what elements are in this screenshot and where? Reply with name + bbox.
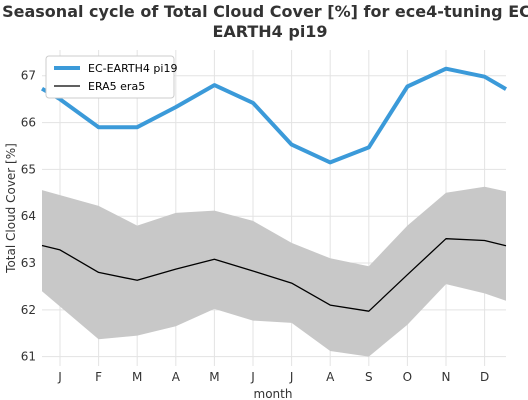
y-tick-label: 66 bbox=[21, 116, 36, 130]
legend: EC-EARTH4 pi19 ERA5 era5 bbox=[45, 55, 177, 99]
x-tick-label: A bbox=[326, 370, 335, 384]
chart-title-line-2: EARTH4 pi19 bbox=[212, 22, 327, 41]
y-tick-label: 62 bbox=[21, 303, 36, 317]
legend-label-era5: ERA5 era5 bbox=[88, 80, 145, 93]
x-axis-label: month bbox=[254, 387, 293, 400]
series-layer bbox=[40, 66, 508, 312]
x-tick-label: J bbox=[57, 370, 62, 384]
y-axis-label: Total Cloud Cover [%] bbox=[4, 143, 18, 274]
x-tick-label: M bbox=[132, 370, 142, 384]
y-tick-label: 63 bbox=[21, 256, 36, 270]
y-tick-label: 64 bbox=[21, 209, 36, 223]
x-tick-label: N bbox=[442, 370, 451, 384]
chart-title: Seasonal cycle of Total Cloud Cover [%] … bbox=[2, 2, 528, 41]
x-tick-label: J bbox=[250, 370, 255, 384]
legend-label-ec-earth4: EC-EARTH4 pi19 bbox=[88, 62, 177, 75]
era5-spread-band-layer bbox=[42, 186, 506, 357]
x-tick-label: S bbox=[365, 370, 373, 384]
x-tick-label: A bbox=[172, 370, 181, 384]
chart-title-line-1: Seasonal cycle of Total Cloud Cover [%] … bbox=[2, 2, 528, 21]
x-tick-label: J bbox=[289, 370, 294, 384]
y-tick-label: 61 bbox=[21, 350, 36, 364]
x-tick-label: D bbox=[480, 370, 489, 384]
era5-line bbox=[41, 238, 507, 312]
x-tick-label: M bbox=[209, 370, 219, 384]
era5-spread-band bbox=[42, 186, 506, 357]
ec-earth4-pi19-line bbox=[40, 66, 508, 165]
y-axis-ticks: 61 62 63 64 65 66 67 bbox=[21, 69, 36, 364]
x-tick-label: F bbox=[95, 370, 102, 384]
y-tick-label: 67 bbox=[21, 69, 36, 83]
x-tick-label: O bbox=[403, 370, 412, 384]
y-tick-label: 65 bbox=[21, 162, 36, 176]
